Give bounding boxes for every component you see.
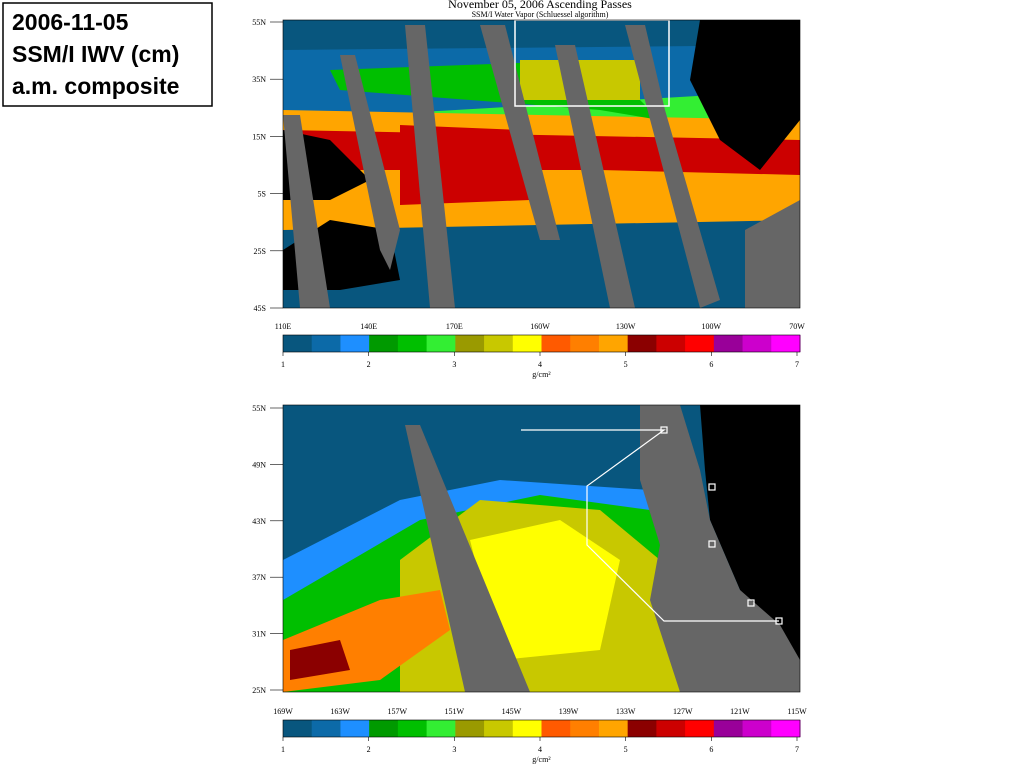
colorbar-swatch (311, 720, 341, 737)
lon-label: 133W (616, 707, 636, 716)
colorbar-tick-label: 3 (452, 360, 456, 369)
colorbar-tick-label: 7 (795, 360, 799, 369)
lon-label: 151W (445, 707, 465, 716)
map-title: November 05, 2006 Ascending Passes (448, 0, 632, 11)
colorbar-swatch (369, 720, 399, 737)
colorbar-swatch (369, 335, 399, 352)
colorbar-swatch (340, 720, 370, 737)
colorbar-swatch (656, 335, 686, 352)
colorbar-swatch (627, 720, 657, 737)
colorbar-tick-label: 6 (709, 745, 713, 754)
colorbar-swatch (771, 335, 801, 352)
map-subtitle: SSM/I Water Vapor (Schluessel algorithm) (472, 10, 609, 19)
map-frame (282, 404, 801, 693)
lat-label: 35N (252, 75, 266, 84)
colorbar-tick-label: 5 (624, 745, 628, 754)
lon-label: 140E (360, 322, 377, 331)
colorbar-swatch (685, 335, 715, 352)
colorbar-swatch (570, 720, 600, 737)
colorbar-swatch (397, 335, 428, 352)
colorbar-swatch (455, 720, 485, 737)
colorbar-swatch (283, 335, 313, 352)
colorbar-tick-label: 1 (281, 360, 285, 369)
map-image (283, 405, 800, 692)
colorbar-swatch (771, 720, 801, 737)
colorbar-tick-label: 2 (367, 360, 371, 369)
colorbar-swatch (397, 720, 428, 737)
colorbar-swatch (311, 335, 341, 352)
lat-label: 55N (252, 18, 266, 27)
colorbar-swatch (455, 335, 485, 352)
lon-label: 163W (330, 707, 350, 716)
colorbar-swatch (340, 335, 370, 352)
lon-label: 100W (702, 322, 722, 331)
lon-label: 170E (446, 322, 463, 331)
lon-label: 121W (730, 707, 750, 716)
label-box (2, 2, 213, 107)
colorbar-tick-label: 5 (624, 360, 628, 369)
colorbar-tick-label: 6 (709, 360, 713, 369)
colorbar-unit: g/cm² (532, 755, 551, 764)
lon-label: 70W (789, 322, 805, 331)
lon-label: 130W (616, 322, 636, 331)
colorbar-swatch (283, 720, 313, 737)
colorbar-swatch (742, 720, 772, 737)
colorbar-swatch (713, 720, 744, 737)
colorbar-tick-label: 1 (281, 745, 285, 754)
colorbar-frame (282, 334, 801, 353)
colorbar-swatch (512, 335, 542, 352)
lat-label: 25N (252, 686, 266, 695)
map-image (283, 19, 800, 308)
label-line: a.m. composite (12, 73, 179, 99)
colorbar-swatch (598, 335, 629, 352)
lon-label: 145W (502, 707, 522, 716)
colorbar-tick-label: 4 (538, 745, 542, 754)
lon-label: 157W (387, 707, 407, 716)
lon-label: 110E (275, 322, 292, 331)
colorbar-swatch (541, 335, 571, 352)
colorbar-swatch (742, 335, 772, 352)
lat-label: 43N (252, 517, 266, 526)
colorbar-tick-label: 7 (795, 745, 799, 754)
lat-label: 5S (258, 190, 266, 199)
colorbar-swatch (426, 335, 456, 352)
colorbar-swatch (484, 335, 514, 352)
colorbar-swatch (656, 720, 686, 737)
colorbar-swatch (685, 720, 715, 737)
lat-label: 31N (252, 630, 266, 639)
colorbar-swatch (426, 720, 456, 737)
colorbar-swatch (484, 720, 514, 737)
colorbar-swatch (512, 720, 542, 737)
lon-label: 169W (273, 707, 293, 716)
colorbar-frame (282, 719, 801, 738)
lon-label: 127W (673, 707, 693, 716)
colorbar-tick-label: 2 (367, 745, 371, 754)
colorbar-swatch (541, 720, 571, 737)
colorbar-unit: g/cm² (532, 370, 551, 379)
map-frame (282, 19, 801, 309)
label-line: 2006-11-05 (12, 9, 129, 35)
colorbar-swatch (627, 335, 657, 352)
lat-label: 55N (252, 404, 266, 413)
colorbar-tick-label: 3 (452, 745, 456, 754)
lon-label: 139W (559, 707, 579, 716)
lat-label: 45S (254, 304, 266, 313)
lon-label: 160W (530, 322, 550, 331)
lat-label: 37N (252, 573, 266, 582)
colorbar-swatch (713, 335, 744, 352)
colorbar-swatch (570, 335, 600, 352)
lat-label: 49N (252, 460, 266, 469)
colorbar-swatch (598, 720, 629, 737)
label-line: SSM/I IWV (cm) (12, 41, 179, 67)
lat-label: 15N (252, 132, 266, 141)
lat-label: 25S (254, 247, 266, 256)
colorbar-tick-label: 4 (538, 360, 542, 369)
lon-label: 115W (787, 707, 807, 716)
